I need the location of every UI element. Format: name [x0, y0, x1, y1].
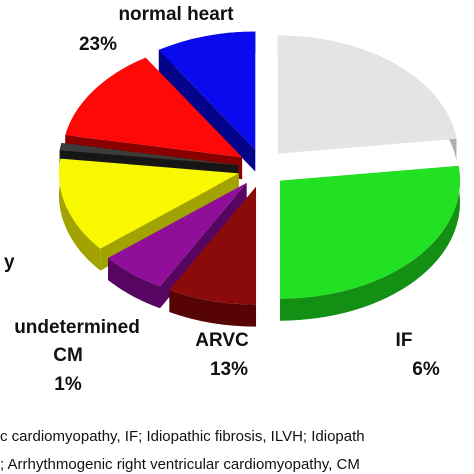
pie-slices	[58, 31, 461, 327]
slice-side-green	[280, 165, 461, 321]
footnote-line-1: c cardiomyopathy, IF; Idiopathic fibrosi…	[0, 428, 365, 445]
footnote-line-2: ; Arrhythmogenic right ventricular cardi…	[0, 456, 360, 473]
value-arvc: 13%	[210, 359, 248, 380]
slice-undetermined	[59, 142, 239, 165]
slice-side-if	[108, 258, 160, 309]
label-undetermined-line1: undetermined	[14, 317, 140, 338]
value-if: 6%	[412, 359, 440, 380]
slice-blue	[158, 31, 256, 150]
slice-arvc	[58, 158, 239, 249]
slice-if	[108, 182, 247, 287]
label-undetermined-line2: CM	[53, 345, 83, 366]
value-normal-heart: 23%	[79, 34, 117, 55]
label-arvc: ARVC	[195, 330, 249, 351]
slice-green	[280, 165, 461, 299]
slice-wall-blue	[158, 49, 256, 172]
partial-label-left: y	[4, 252, 15, 273]
slice-side-darkred	[169, 290, 257, 327]
label-if: IF	[396, 330, 413, 351]
value-undetermined: 1%	[54, 374, 82, 395]
slice-normal	[277, 35, 457, 154]
slice-red	[65, 57, 243, 158]
slice-darkred	[169, 186, 257, 305]
label-normal-heart: normal heart	[118, 4, 234, 25]
slice-side-arvc	[58, 158, 101, 271]
